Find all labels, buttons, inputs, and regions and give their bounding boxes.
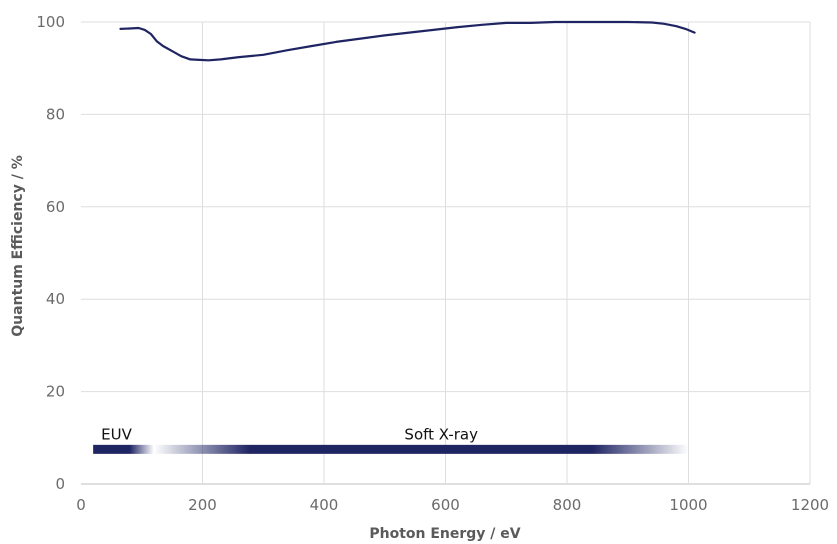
grid-lines <box>81 21 811 485</box>
x-tick-label: 1000 <box>669 496 707 514</box>
data-series <box>119 20 696 62</box>
x-tick-label: 600 <box>431 496 460 514</box>
band-label: EUV <box>101 425 132 443</box>
y-tick-label: 0 <box>55 475 65 493</box>
y-tick-label: 60 <box>46 198 65 216</box>
y-axis-title: Quantum Efficiency / % <box>10 155 26 336</box>
band-label: Soft X-ray <box>404 425 478 443</box>
spectral-bands: EUV Soft X-ray <box>93 425 689 454</box>
band-bar <box>93 444 154 454</box>
x-tick-label: 400 <box>310 496 339 514</box>
y-tick-label: 100 <box>36 13 65 31</box>
x-tick-label: 800 <box>553 496 582 514</box>
y-tick-label: 40 <box>46 290 65 308</box>
qe-series-line <box>119 20 696 62</box>
x-tick-label: 200 <box>188 496 217 514</box>
y-tick-label: 20 <box>46 383 65 401</box>
y-tick-label: 80 <box>46 105 65 123</box>
band-bar <box>153 444 689 454</box>
x-tick-label: 1200 <box>791 496 829 514</box>
x-axis-title: Photon Energy / eV <box>369 526 520 542</box>
x-tick-label: 0 <box>76 496 86 514</box>
